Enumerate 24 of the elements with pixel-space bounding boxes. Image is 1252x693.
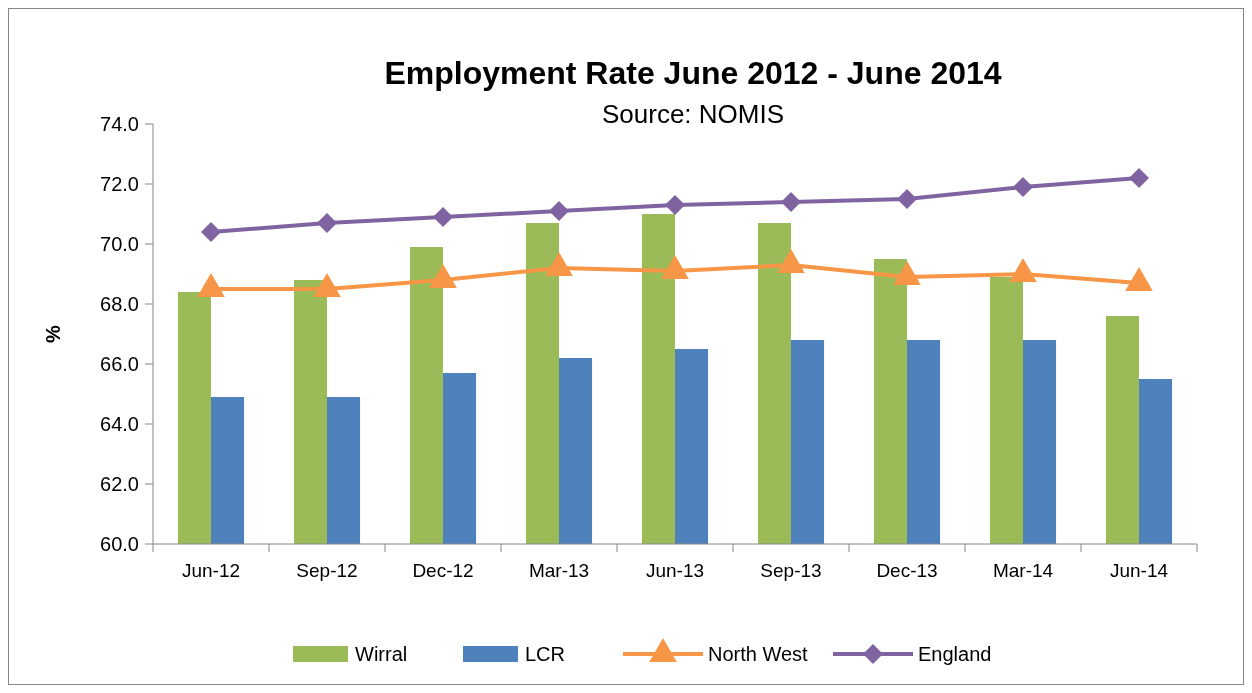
x-tick-label: Sep-13 bbox=[760, 560, 822, 581]
legend-label: LCR bbox=[525, 643, 566, 665]
x-tick-label: Dec-13 bbox=[876, 560, 938, 581]
y-tick-label: 62.0 bbox=[100, 473, 139, 495]
y-tick-label: 70.0 bbox=[100, 233, 139, 255]
y-tick-label: 72.0 bbox=[100, 173, 139, 195]
x-tick-label: Jun-12 bbox=[181, 560, 241, 581]
x-tick-label: Sep-12 bbox=[296, 560, 358, 581]
legend-label: Wirral bbox=[355, 643, 408, 665]
x-tick-label: Jun-13 bbox=[645, 560, 705, 581]
y-tick-label: 68.0 bbox=[100, 293, 139, 315]
y-tick-label: 60.0 bbox=[100, 533, 139, 555]
y-axis-title: % bbox=[42, 324, 64, 343]
chart-subtitle: Source: NOMIS bbox=[601, 99, 785, 129]
y-tick-label: 74.0 bbox=[100, 113, 139, 135]
y-tick-label: 66.0 bbox=[100, 353, 139, 375]
x-tick-label: Mar-13 bbox=[528, 560, 590, 581]
y-tick-label: 64.0 bbox=[100, 413, 139, 435]
x-tick-label: Jun-14 bbox=[1109, 560, 1169, 581]
x-tick-label: Mar-14 bbox=[992, 560, 1054, 581]
legend-label: England bbox=[918, 643, 992, 665]
chart-title: Employment Rate June 2012 - June 2014 bbox=[384, 55, 1002, 91]
x-tick-label: Dec-12 bbox=[412, 560, 474, 581]
legend-label: North West bbox=[708, 643, 809, 665]
